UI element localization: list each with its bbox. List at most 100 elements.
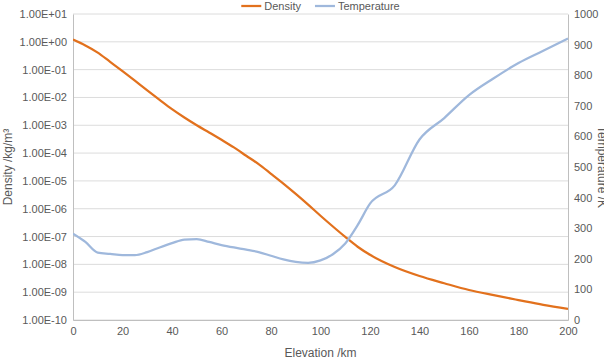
grid-line [73, 180, 568, 181]
plot: 0204060801001201401601802001.00E-101.00E… [20, 8, 599, 337]
tick: 1000 [568, 8, 598, 20]
legend-item: Temperature [315, 0, 400, 12]
x-axis: 0 20 40 60 80 100 120 140 160 180 200 [70, 320, 577, 337]
tick: 1.00E+01 [20, 8, 73, 20]
grid-line [73, 125, 568, 126]
tick: 1.00E-09 [22, 286, 73, 298]
tick-label: 700 [574, 100, 592, 112]
grid-line [73, 69, 568, 70]
tick-label: 300 [574, 222, 592, 234]
tick-label: 160 [460, 325, 478, 337]
tick: 1.00E-01 [22, 64, 73, 76]
legend-item: Density [241, 0, 301, 12]
tick: 700 [568, 100, 592, 112]
grid-line [73, 264, 568, 265]
tick-label: 1000 [574, 8, 598, 20]
y2-axis-title: Temperature /K [595, 126, 604, 208]
axis-line [73, 15, 74, 321]
tick-label: 1.00E-03 [22, 119, 67, 131]
tick-label: 1.00E-10 [22, 314, 67, 326]
tick-label: 100 [312, 325, 330, 337]
tick: 200 [568, 253, 592, 265]
y2-axis: 0 100 200 300 400 500 600 700 800 900 1000 [568, 8, 598, 326]
tick: 1.00E+00 [20, 36, 73, 48]
x-axis-title: Elevation /km [284, 346, 356, 360]
tick: 300 [568, 222, 592, 234]
legend-label: Temperature [338, 0, 400, 12]
grid [73, 14, 568, 320]
tick-label: 900 [574, 39, 592, 51]
tick: 0 [568, 314, 580, 326]
series-line [73, 38, 568, 262]
grid-line [73, 320, 568, 321]
axis-line [568, 15, 569, 321]
y-axis-title: Density /kg/m³ [1, 129, 15, 206]
tick: 900 [568, 39, 592, 51]
tick: 140 [411, 320, 429, 337]
tick: 800 [568, 69, 592, 81]
series-group [73, 38, 568, 308]
tick: 400 [568, 192, 592, 204]
y-axis: 1.00E-10 1.00E-09 1.00E-08 1.00E-07 1.00E-06… [20, 8, 74, 326]
tick-label: 500 [574, 161, 592, 173]
tick-label: 20 [117, 325, 129, 337]
tick-label: 180 [510, 325, 528, 337]
tick-label: 1.00E-05 [22, 175, 67, 187]
chart-container: 0204060801001201401601802001.00E-101.00E… [0, 0, 604, 363]
tick: 1.00E-05 [22, 175, 73, 187]
tick: 40 [166, 320, 178, 337]
legend-swatch [315, 5, 335, 7]
tick: 500 [568, 161, 592, 173]
tick-label: 200 [574, 253, 592, 265]
legend: Density Temperature [241, 0, 399, 12]
tick: 600 [568, 130, 592, 142]
tick-label: 200 [559, 325, 577, 337]
tick: 0 [70, 320, 76, 337]
tick: 1.00E-10 [22, 314, 73, 326]
tick-label: 100 [574, 283, 592, 295]
tick-label: 40 [166, 325, 178, 337]
grid-line [73, 97, 568, 98]
tick: 1.00E-07 [22, 231, 73, 243]
tick-label: 140 [411, 325, 429, 337]
tick-label: 400 [574, 192, 592, 204]
grid-line [73, 14, 568, 15]
tick-label: 1.00E-06 [22, 203, 67, 215]
tick: 100 [312, 320, 330, 337]
tick-label: 0 [70, 325, 76, 337]
tick: 160 [460, 320, 478, 337]
tick-label: 0 [574, 314, 580, 326]
tick: 1.00E-04 [22, 147, 73, 159]
grid-line [73, 41, 568, 42]
tick-label: 60 [216, 325, 228, 337]
tick-label: 80 [265, 325, 277, 337]
tick-label: 1.00E-02 [22, 91, 67, 103]
axis-line [74, 320, 569, 321]
tick: 1.00E-08 [22, 258, 73, 270]
tick: 80 [265, 320, 277, 337]
tick: 120 [361, 320, 379, 337]
tick: 1.00E-02 [22, 91, 73, 103]
tick-label: 120 [361, 325, 379, 337]
legend-label: Density [264, 0, 301, 12]
grid-line [73, 292, 568, 293]
tick: 60 [216, 320, 228, 337]
tick: 1.00E-06 [22, 203, 73, 215]
legend-swatch [241, 5, 261, 7]
tick-label: 1.00E-09 [22, 286, 67, 298]
series-line [73, 40, 568, 309]
grid-line [73, 236, 568, 237]
tick-label: 1.00E-04 [22, 147, 67, 159]
grid-line [73, 153, 568, 154]
tick-label: 1.00E-01 [22, 64, 67, 76]
tick-label: 1.00E+01 [20, 8, 67, 20]
tick: 100 [568, 283, 592, 295]
tick: 180 [510, 320, 528, 337]
chart: 0204060801001201401601802001.00E-101.00E… [0, 0, 604, 363]
tick-label: 600 [574, 130, 592, 142]
tick-label: 1.00E+00 [20, 36, 67, 48]
grid-line [73, 208, 568, 209]
tick-label: 800 [574, 69, 592, 81]
tick-label: 1.00E-08 [22, 258, 67, 270]
tick-label: 1.00E-07 [22, 231, 67, 243]
